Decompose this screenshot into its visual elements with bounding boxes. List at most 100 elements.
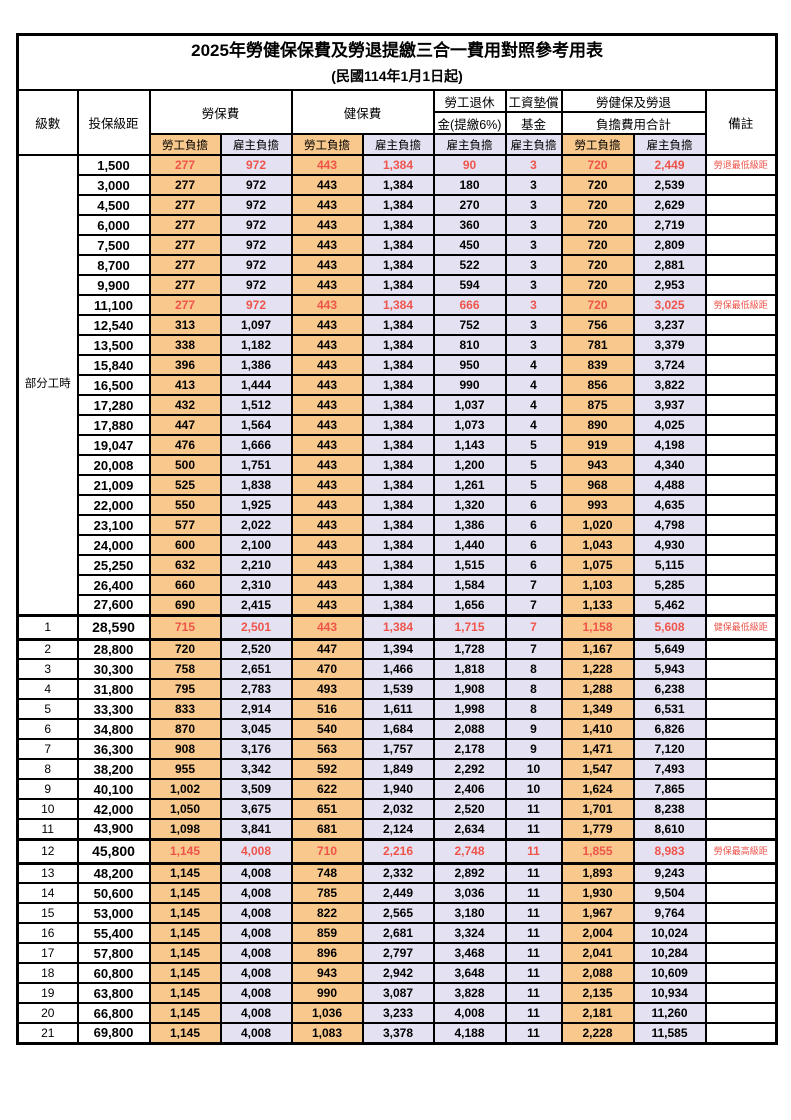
total-employer-cell: 2,953: [632, 274, 707, 296]
table-row: 部分工時 1,500 277 972 443 1,384 90 3 720 2,449 勞退最低級距: [16, 154, 778, 616]
total-employer-cell: 5,462: [632, 594, 707, 616]
remark-cell: [704, 194, 778, 216]
wage-fund-cell: 3: [504, 154, 563, 176]
li-employer-cell: 1,097: [219, 314, 293, 336]
table-row: 12 45,800 1,145 4,008 710 2,216 2,748 11 1,855 8,…: [16, 837, 778, 865]
hi-employer-cell: 1,384: [361, 514, 435, 536]
total-employee-cell: 720: [560, 154, 635, 176]
pension-cell: 1,143: [432, 434, 507, 456]
li-employer-cell: 2,783: [219, 678, 293, 700]
hi-employer-cell: 1,757: [361, 738, 435, 760]
total-employee-cell: 720: [560, 234, 635, 256]
hi-employee-cell: 1,036: [290, 1002, 364, 1024]
table-row: 7,500 277 972 443 1,384 450 3 720 2,809: [18, 234, 778, 256]
hi-employee-cell: 443: [290, 554, 364, 576]
hi-employee-cell: 443: [290, 174, 364, 196]
li-employer-cell: 4,008: [219, 1002, 293, 1024]
remark-cell: [704, 234, 778, 256]
bracket-cell: 69,800: [76, 1022, 151, 1044]
table-row: 19,047 476 1,666 443 1,384 1,143 5 919 4,198: [18, 434, 778, 456]
wage-fund-cell: 6: [504, 514, 563, 536]
table-row: 21 69,800 1,145 4,008 1,083 3,378 4,188 11 2,228…: [16, 1022, 778, 1044]
total-employee-cell: 1,158: [560, 613, 635, 641]
hi-employee-cell: 859: [290, 922, 364, 944]
li-employee-cell: 277: [148, 254, 222, 276]
hi-employee-cell: 443: [290, 613, 364, 641]
bracket-cell: 12,540: [76, 314, 151, 336]
header-hi-employee: 勞工負擔: [290, 133, 364, 156]
hi-employee-cell: 651: [290, 798, 364, 820]
remark-cell: [704, 942, 778, 964]
li-employee-cell: 447: [148, 414, 222, 436]
hi-employee-cell: 748: [290, 862, 364, 884]
total-employee-cell: 1,043: [560, 534, 635, 556]
total-employer-cell: 6,531: [632, 698, 707, 720]
li-employee-cell: 432: [148, 394, 222, 416]
pension-cell: 1,200: [432, 454, 507, 476]
bracket-cell: 31,800: [76, 678, 151, 700]
hi-employer-cell: 1,384: [361, 254, 435, 276]
wage-fund-cell: 4: [504, 374, 563, 396]
hi-employer-cell: 1,611: [361, 698, 435, 720]
hi-employer-cell: 2,216: [361, 837, 435, 865]
header-row-1: 級數 投保級距 勞保費 健保費 勞工退休 工資墊償 勞健保及勞退 備註: [16, 89, 778, 156]
li-employee-cell: 1,145: [148, 902, 222, 924]
pension-cell: 270: [432, 194, 507, 216]
table-row: 3 30,300 758 2,651 470 1,466 1,818 8 1,228 5,943: [16, 658, 778, 680]
bracket-cell: 4,500: [76, 194, 151, 216]
bracket-cell: 40,100: [76, 778, 151, 800]
li-employer-cell: 1,182: [219, 334, 293, 356]
total-employer-cell: 4,340: [632, 454, 707, 476]
li-employer-cell: 4,008: [219, 1022, 293, 1044]
total-employee-cell: 1,020: [560, 514, 635, 536]
wage-fund-cell: 11: [504, 798, 563, 820]
level-cell: 15: [16, 902, 79, 924]
pension-cell: 1,728: [432, 638, 507, 660]
wage-fund-cell: 11: [504, 902, 563, 924]
remark-cell: [704, 882, 778, 904]
title-row: 2025年勞健保保費及勞退提繳三合一費用對照參考用表 (民國114年1月1日起): [16, 33, 778, 91]
bracket-cell: 27,600: [76, 594, 151, 616]
hi-employer-cell: 2,681: [361, 922, 435, 944]
bracket-cell: 43,900: [76, 818, 151, 840]
hi-employer-cell: 1,384: [361, 454, 435, 476]
table-row: 17,880 447 1,564 443 1,384 1,073 4 890 4,025: [18, 414, 778, 436]
pension-cell: 90: [432, 154, 507, 176]
table-row: 10 42,000 1,050 3,675 651 2,032 2,520 11 1,701 8,…: [16, 798, 778, 820]
pension-cell: 1,908: [432, 678, 507, 700]
pension-cell: 4,188: [432, 1022, 507, 1044]
remark-cell: [704, 174, 778, 196]
hi-employer-cell: 2,124: [361, 818, 435, 840]
level-cell: 6: [16, 718, 79, 740]
bracket-cell: 57,800: [76, 942, 151, 964]
bracket-cell: 55,400: [76, 922, 151, 944]
bracket-cell: 13,500: [76, 334, 151, 356]
level-cell: 12: [16, 837, 79, 865]
li-employer-cell: 972: [219, 154, 293, 176]
bracket-cell: 26,400: [76, 574, 151, 596]
bracket-cell: 42,000: [76, 798, 151, 820]
pension-cell: 752: [432, 314, 507, 336]
li-employer-cell: 972: [219, 194, 293, 216]
bracket-cell: 36,300: [76, 738, 151, 760]
pension-cell: 2,748: [432, 837, 507, 865]
header-li-employee: 勞工負擔: [148, 133, 222, 156]
li-employer-cell: 4,008: [219, 902, 293, 924]
level-cell: 2: [16, 638, 79, 660]
hi-employer-cell: 1,384: [361, 294, 435, 316]
li-employee-cell: 1,002: [148, 778, 222, 800]
total-employer-cell: 2,809: [632, 234, 707, 256]
table-row: 12,540 313 1,097 443 1,384 752 3 756 3,237: [18, 314, 778, 336]
hi-employee-cell: 943: [290, 962, 364, 984]
total-employer-cell: 9,243: [632, 862, 707, 884]
hi-employee-cell: 443: [290, 234, 364, 256]
wage-fund-cell: 11: [504, 882, 563, 904]
hi-employer-cell: 1,384: [361, 613, 435, 641]
remark-cell: [704, 334, 778, 356]
hi-employee-cell: 443: [290, 294, 364, 316]
bracket-cell: 33,300: [76, 698, 151, 720]
remark-cell: [704, 798, 778, 820]
header-level: 級數: [16, 89, 79, 156]
hi-employer-cell: 2,332: [361, 862, 435, 884]
